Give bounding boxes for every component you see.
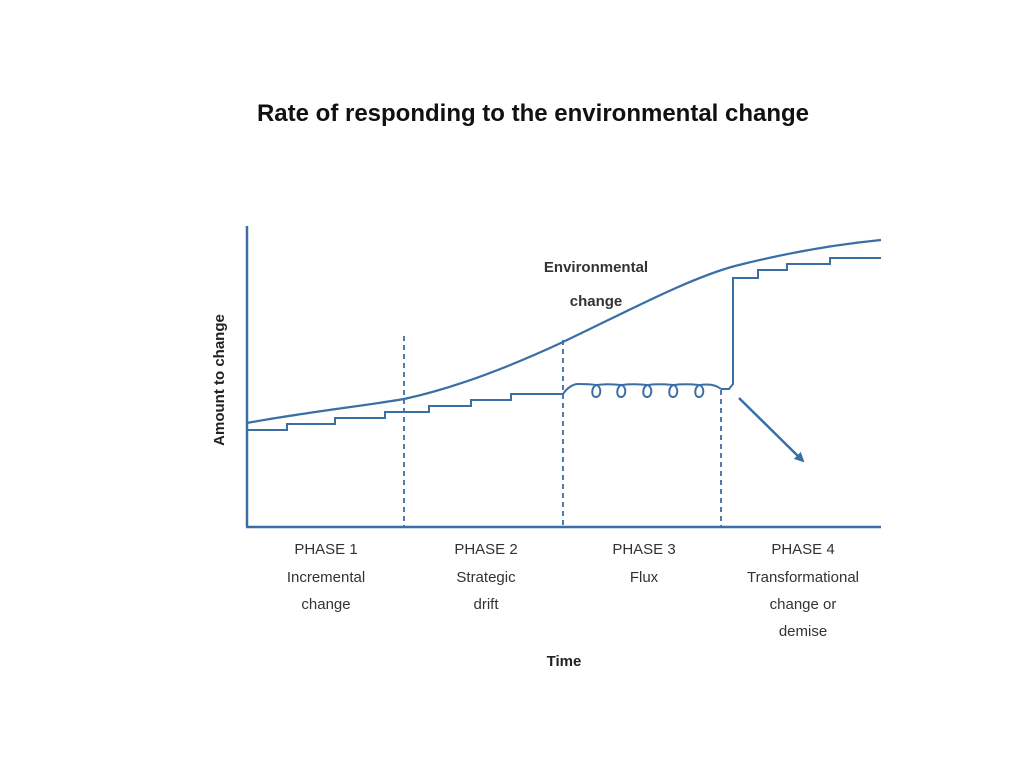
svg-text:demise: demise — [779, 623, 827, 640]
svg-text:Incremental: Incremental — [287, 569, 365, 586]
transformational-steps — [721, 257, 881, 390]
svg-text:Flux: Flux — [630, 569, 659, 586]
svg-text:drift: drift — [473, 596, 499, 613]
svg-text:change: change — [301, 596, 350, 613]
svg-text:PHASE 3: PHASE 3 — [612, 541, 675, 558]
svg-text:PHASE 4: PHASE 4 — [771, 541, 834, 558]
environmental-change-label-1: Environmental — [544, 259, 648, 276]
phase-2-label: PHASE 2 Strategic drift — [454, 541, 517, 613]
svg-text:PHASE 1: PHASE 1 — [294, 541, 357, 558]
svg-text:change or: change or — [770, 596, 837, 613]
x-axis-label: Time — [547, 653, 582, 670]
svg-text:Transformational: Transformational — [747, 569, 859, 586]
flux-loops — [562, 382, 722, 399]
phase-4-label: PHASE 4 Transformational change or demis… — [747, 541, 859, 640]
phase-3-label: PHASE 3 Flux — [612, 541, 675, 586]
svg-text:Strategic: Strategic — [456, 569, 516, 586]
y-axis-label: Amount to change — [211, 314, 228, 446]
phase-1-label: PHASE 1 Incremental change — [287, 541, 365, 613]
environmental-change-curve — [246, 238, 882, 425]
environmental-change-label-2: change — [570, 293, 623, 310]
strategic-response-steps — [247, 393, 563, 431]
demise-arrow — [738, 397, 805, 463]
svg-text:PHASE 2: PHASE 2 — [454, 541, 517, 558]
slide-title: Rate of responding to the environmental … — [256, 100, 810, 127]
